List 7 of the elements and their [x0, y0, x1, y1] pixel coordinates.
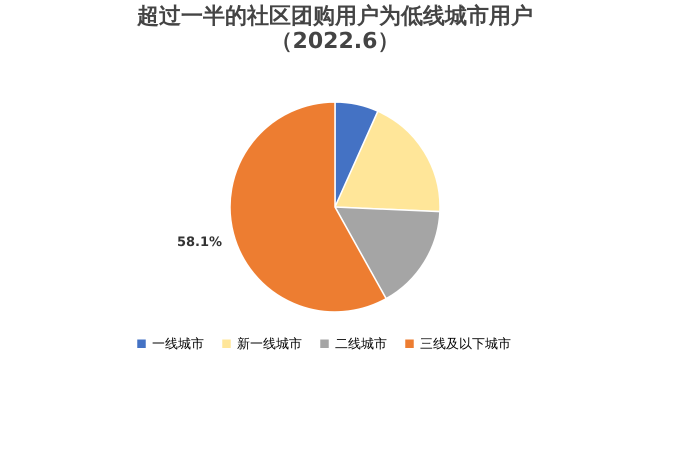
- chart-title: 超过一半的社区团购用户为低线城市用户: [136, 3, 533, 29]
- legend-label: 一线城市: [152, 336, 204, 352]
- legend-label: 三线及以下城市: [420, 336, 511, 352]
- legend-label: 二线城市: [335, 336, 387, 352]
- legend-label: 新一线城市: [237, 336, 302, 352]
- data-label: 58.1%: [176, 235, 222, 250]
- chart-subtitle: （2022.6）: [270, 29, 400, 54]
